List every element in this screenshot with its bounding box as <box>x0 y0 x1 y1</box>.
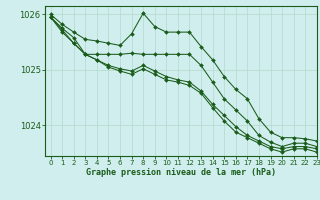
X-axis label: Graphe pression niveau de la mer (hPa): Graphe pression niveau de la mer (hPa) <box>86 168 276 177</box>
